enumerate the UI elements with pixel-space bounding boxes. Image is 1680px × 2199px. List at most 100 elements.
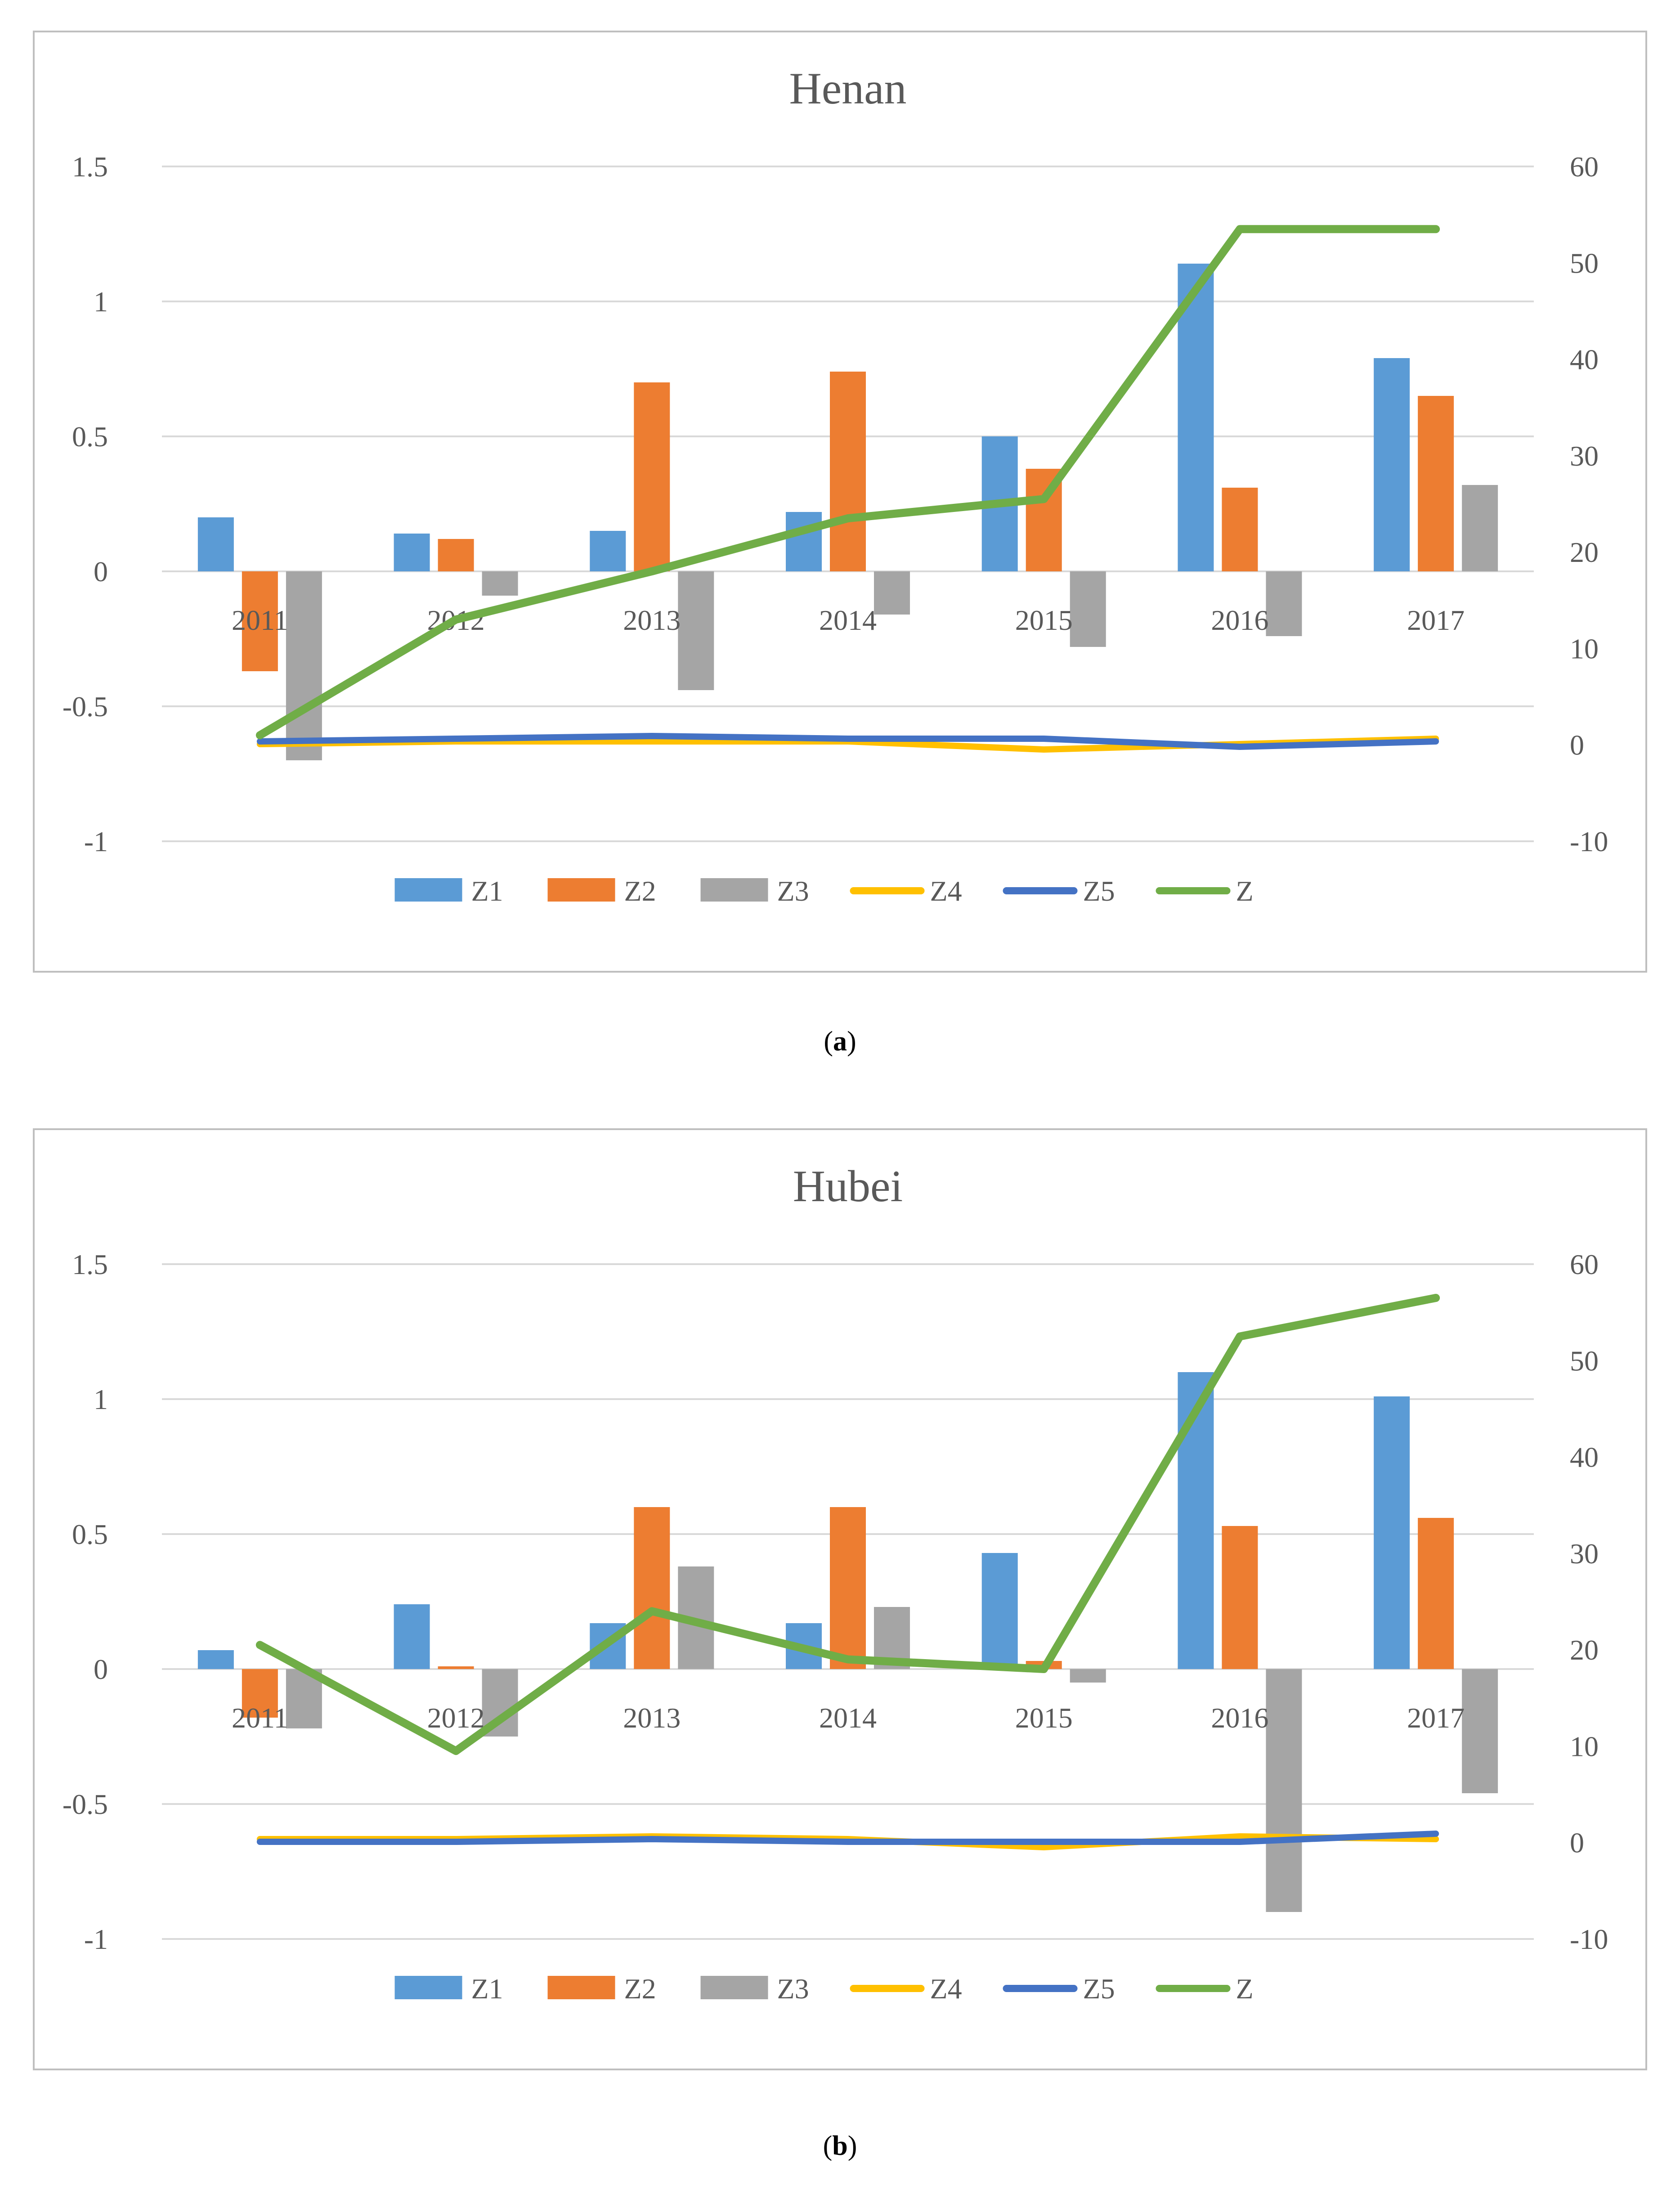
caption-b: (b) [0, 2130, 1680, 2162]
y-left-tick-label: 1 [94, 286, 108, 318]
line-z [255, 225, 1440, 740]
bar-z1-2011 [197, 517, 234, 571]
chart-panel-a: Henan 1.5 1 0.5 0 -0.5 -1 60 50 40 30 20 10 0 -10 2011 2… [0, 0, 1680, 1098]
legend-label: Z1 [471, 875, 503, 907]
y-right-tick-label: 10 [1570, 633, 1599, 664]
y-left-tick-label: 1.5 [72, 1248, 108, 1280]
y-left-tick-label: -1 [84, 1923, 108, 1955]
y-left-tick-label: -0.5 [63, 1788, 108, 1820]
legend-label: Z2 [624, 875, 656, 907]
y-right-tick-label: 60 [1570, 151, 1599, 183]
y-right-tick-label: 20 [1570, 1634, 1599, 1666]
bar-z3-2012 [482, 571, 518, 596]
legend-label: Z4 [930, 1973, 962, 2005]
bar-z2-2014 [830, 1507, 866, 1669]
bar-z2-2017 [1418, 1518, 1454, 1669]
caption-letter: a [833, 1026, 847, 1057]
y-left-tick-label: 0.5 [72, 421, 108, 453]
y-right-tick-label: 10 [1570, 1730, 1599, 1762]
x-tick-label: 2013 [623, 604, 681, 636]
y-left-tick-label: 0 [94, 556, 108, 588]
bar-z1-2012 [394, 1604, 430, 1669]
y-left-tick-label: -1 [84, 826, 108, 857]
chart-title: Henan [789, 63, 907, 113]
bar-z3-2015 [1070, 1669, 1106, 1683]
y-right-tick-label: 0 [1570, 729, 1584, 761]
y-left-tick-label: -0.5 [63, 691, 108, 723]
x-tick-label: 2016 [1211, 1702, 1268, 1734]
y-right-tick-label: 0 [1570, 1827, 1584, 1859]
line-z5 [256, 733, 1439, 750]
caption-letter: b [832, 2131, 848, 2161]
legend-label: Z [1236, 1973, 1254, 2005]
legend-label: Z [1236, 875, 1254, 907]
legend-swatch-z1 [394, 878, 462, 902]
bar-z3-2017 [1462, 485, 1498, 571]
bar-z1-2013 [590, 531, 626, 571]
bar-z2-2012 [438, 1666, 474, 1669]
caption-a: (a) [0, 1026, 1680, 1058]
x-tick-label: 2014 [819, 1702, 877, 1734]
x-tick-label: 2012 [427, 1702, 485, 1734]
legend-swatch-z2 [547, 878, 615, 902]
y-right-tick-label: 60 [1570, 1248, 1599, 1280]
legend-label: Z3 [777, 1973, 809, 2005]
bar-z1-2017 [1374, 358, 1410, 571]
y-right-tick-label: -10 [1570, 826, 1608, 857]
chart-hubei: Hubei 1.5 1 0.5 0 -0.5 -1 60 50 40 30 20 10 0 -10 2011 2… [33, 1128, 1647, 2070]
bar-z3-2015 [1070, 571, 1106, 647]
bar-z2-2017 [1418, 396, 1454, 571]
bar-z2-2013 [634, 1507, 670, 1669]
chart-panel-b: Hubei 1.5 1 0.5 0 -0.5 -1 60 50 40 30 20 10 0 -10 2011 2… [0, 1098, 1680, 2199]
bar-z1-2016 [1178, 1372, 1214, 1669]
line-z5 [256, 1831, 1439, 1845]
y-left-tick-label: 0 [94, 1653, 108, 1685]
bar-z1-2016 [1178, 264, 1214, 571]
legend-label: Z1 [471, 1973, 503, 2005]
y-right-tick-label: -10 [1570, 1923, 1608, 1955]
y-right-tick-label: 50 [1570, 247, 1599, 279]
chart-henan: Henan 1.5 1 0.5 0 -0.5 -1 60 50 40 30 20 10 0 -10 2011 2… [33, 31, 1647, 973]
caption-open: ( [824, 1026, 833, 1057]
line-z [255, 1294, 1440, 1755]
legend-swatch-z3 [700, 878, 768, 902]
bar-z3-2013 [678, 571, 714, 690]
x-tick-label: 2011 [232, 604, 288, 636]
legend-swatch-z3 [700, 1976, 768, 1999]
y-left-tick-label: 0.5 [72, 1518, 108, 1550]
caption-close: ) [847, 1026, 856, 1057]
y-right-tick-label: 40 [1570, 344, 1599, 376]
bar-z1-2014 [786, 512, 822, 571]
x-tick-label: 2013 [623, 1702, 681, 1734]
x-tick-label: 2017 [1407, 604, 1465, 636]
legend-label: Z4 [930, 875, 962, 907]
bar-z2-2011 [242, 1669, 278, 1718]
legend-label: Z5 [1083, 875, 1115, 907]
y-right-tick-label: 30 [1570, 440, 1599, 472]
bar-z3-2017 [1462, 1669, 1498, 1793]
caption-close: ) [847, 2131, 857, 2161]
x-tick-label: 2017 [1407, 1702, 1465, 1734]
bar-z3-2016 [1266, 1669, 1302, 1912]
bar-z1-2012 [394, 534, 430, 571]
bar-z2-2011 [242, 571, 278, 671]
y-left-tick-label: 1.5 [72, 151, 108, 183]
bar-z2-2014 [830, 372, 866, 571]
legend-swatch-z2 [547, 1976, 615, 1999]
bar-z3-2016 [1266, 571, 1302, 636]
bar-z2-2016 [1222, 1526, 1258, 1669]
bar-z3-2011 [286, 571, 322, 760]
caption-open: ( [823, 2131, 833, 2161]
bar-z2-2012 [438, 539, 474, 571]
legend-swatch-z1 [394, 1976, 462, 1999]
bar-z1-2011 [197, 1650, 234, 1669]
bar-z1-2017 [1374, 1396, 1410, 1669]
bar-z3-2014 [874, 571, 910, 615]
y-right-tick-label: 20 [1570, 536, 1599, 568]
y-left-tick-label: 1 [94, 1383, 108, 1415]
y-right-tick-label: 50 [1570, 1345, 1599, 1377]
bar-z2-2016 [1222, 488, 1258, 571]
bar-z1-2015 [981, 1553, 1018, 1669]
legend-label: Z3 [777, 875, 809, 907]
y-right-tick-label: 30 [1570, 1538, 1599, 1570]
